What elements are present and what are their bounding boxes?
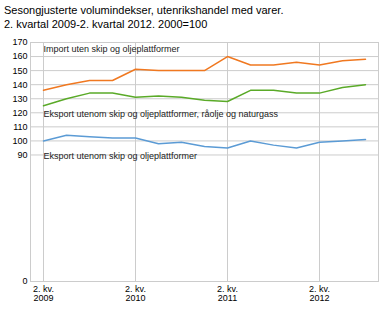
svg-text:110: 110 <box>13 121 27 131</box>
svg-text:140: 140 <box>12 79 27 89</box>
svg-text:Eksport utenom skip og oljepla: Eksport utenom skip og oljeplattformer, … <box>44 109 279 119</box>
svg-text:160: 160 <box>12 51 27 61</box>
svg-text:Import uten skip og oljeplattf: Import uten skip og oljeplattformer <box>44 43 180 53</box>
svg-text:Eksport utenom skip og oljepla: Eksport utenom skip og oljeplattformer <box>44 151 198 161</box>
svg-text:150: 150 <box>12 65 27 75</box>
html-text:Sesongjusterte volumindekser,: Sesongjusterte volumindekser, utenriksha… <box>4 4 284 16</box>
svg-text:170: 170 <box>12 37 27 47</box>
svg-text:2. kv.2011: 2. kv.2011 <box>217 283 238 302</box>
svg-text:130: 130 <box>12 93 27 103</box>
svg-text:2. kv.2009: 2. kv.2009 <box>33 283 54 302</box>
html-text:2. kvartal 2009-2. kvartal 201: 2. kvartal 2009-2. kvartal 2012. 2000=10… <box>4 18 208 31</box>
svg-text:120: 120 <box>12 107 27 117</box>
svg-text:90: 90 <box>17 149 27 159</box>
svg-text:100: 100 <box>12 135 27 145</box>
svg-text:2. kv.2012: 2. kv.2012 <box>309 283 330 302</box>
svg-text:2. kv.2010: 2. kv.2010 <box>125 283 146 302</box>
svg-text:0: 0 <box>22 276 27 286</box>
